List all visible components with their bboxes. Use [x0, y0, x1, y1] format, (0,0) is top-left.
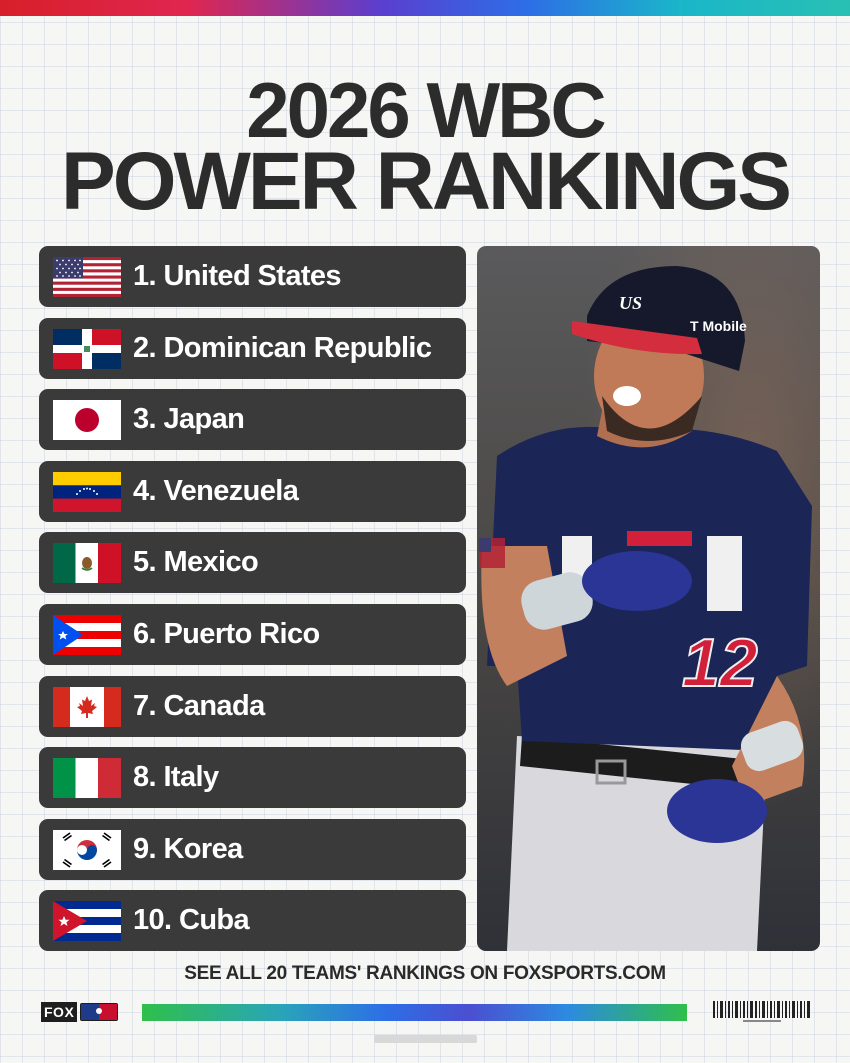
mexico-flag-icon — [53, 543, 121, 584]
ranking-row-8: 8. Italy — [39, 747, 466, 809]
dominican-republic-flag-icon — [53, 328, 121, 369]
ranking-row-10: 10. Cuba — [39, 890, 466, 952]
ranking-row-4: 4. Venezuela — [39, 460, 466, 522]
scrollbar-handle[interactable] — [374, 1035, 477, 1043]
title-line-2: POWER RANKINGS — [61, 136, 792, 227]
ranking-label: 5. Mexico — [133, 546, 259, 579]
ranking-label: 3. Japan — [133, 403, 245, 436]
barcode-icon — [713, 1001, 811, 1023]
ranking-row-5: 5. Mexico — [39, 532, 466, 594]
korea-flag-icon — [53, 829, 121, 870]
title-line-1: 2026 WBC — [246, 66, 606, 154]
ranking-label: 8. Italy — [133, 761, 219, 794]
fox-logo: FOX — [41, 1002, 78, 1022]
cuba-flag-icon — [53, 901, 121, 942]
usa-flag-icon — [53, 257, 121, 297]
mlb-logo-icon — [80, 1003, 119, 1021]
rankings-list: 1. United States 2. Dominican Republic 3… — [39, 246, 466, 962]
ranking-label: 10. Cuba — [133, 904, 250, 937]
ranking-row-1: 1. United States — [39, 246, 466, 307]
bottom-gradient-bar — [142, 1004, 687, 1021]
player-photo: 12 T Mobile US — [477, 246, 820, 951]
ranking-row-2: 2. Dominican Republic — [39, 317, 466, 379]
ranking-row-7: 7. Canada — [39, 675, 466, 737]
ranking-row-6: 6. Puerto Rico — [39, 603, 466, 665]
ranking-label: 2. Dominican Republic — [133, 331, 432, 364]
footer-cta[interactable]: SEE ALL 20 TEAMS' RANKINGS ON FOXSPORTS.… — [184, 963, 666, 984]
venezuela-flag-icon — [53, 471, 121, 512]
brand-logos: FOX — [41, 1002, 119, 1022]
ranking-row-9: 9. Korea — [39, 818, 466, 880]
puerto-rico-flag-icon — [53, 614, 121, 655]
jersey-number: 12 — [682, 625, 758, 701]
canada-flag-icon — [53, 686, 121, 727]
ranking-label: 4. Venezuela — [133, 474, 299, 507]
helmet-logo: US — [619, 293, 642, 313]
japan-flag-icon — [53, 400, 121, 441]
helmet-sponsor: T Mobile — [690, 318, 747, 334]
ranking-label: 1. United States — [133, 260, 342, 292]
ranking-label: 6. Puerto Rico — [133, 617, 320, 650]
ranking-label: 9. Korea — [133, 832, 243, 865]
ranking-row-3: 3. Japan — [39, 389, 466, 451]
ranking-label: 7. Canada — [133, 689, 265, 722]
top-gradient-bar — [0, 0, 850, 16]
italy-flag-icon — [53, 758, 121, 799]
